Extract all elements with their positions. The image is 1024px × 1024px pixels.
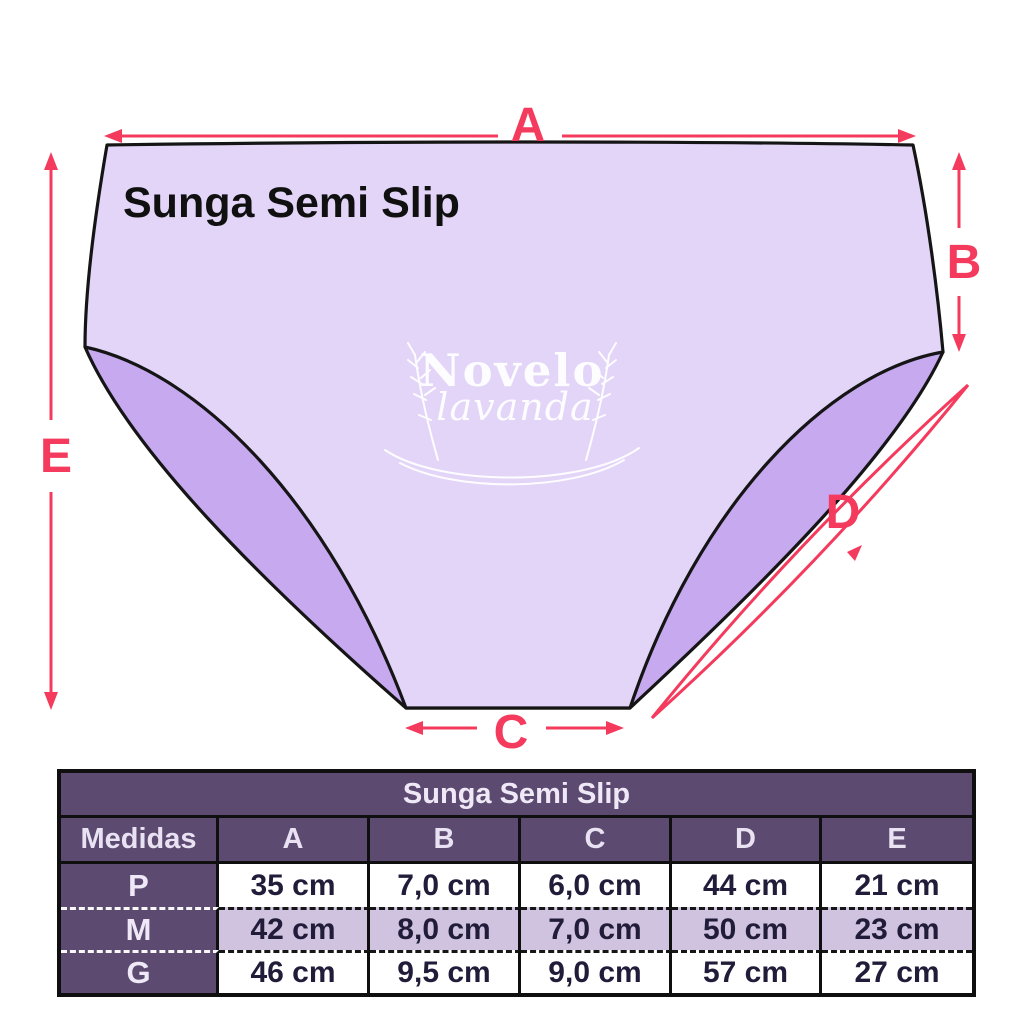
arrowhead-right-icon	[606, 721, 624, 735]
value-cell: 50 cm	[672, 907, 822, 950]
value-cell: 7,0 cm	[370, 864, 521, 907]
column-header-d: D	[672, 818, 822, 864]
value-cell: 9,0 cm	[521, 950, 672, 993]
table-row-m: M 42 cm 8,0 cm 7,0 cm 50 cm 23 cm	[61, 907, 973, 950]
column-header-medidas: Medidas	[61, 818, 219, 864]
table-title-row: Sunga Semi Slip	[61, 773, 973, 818]
measure-label-a: A	[511, 99, 546, 152]
garment-front-panel	[83, 140, 945, 710]
arrowhead-up-icon	[952, 152, 966, 170]
column-header-a: A	[219, 818, 370, 864]
measure-arrow-c: C	[405, 706, 624, 759]
value-cell: 7,0 cm	[521, 907, 672, 950]
arrowhead-down-icon	[952, 334, 966, 352]
garment-title: Sunga Semi Slip	[123, 179, 460, 227]
watermark-sub: lavanda	[436, 385, 593, 429]
measure-label-e: E	[40, 430, 72, 483]
table-row-p: P 35 cm 7,0 cm 6,0 cm 44 cm 21 cm	[61, 864, 973, 907]
value-cell: 21 cm	[822, 864, 973, 907]
value-cell: 42 cm	[219, 907, 370, 950]
value-cell: 9,5 cm	[370, 950, 521, 993]
arrowhead-up-icon	[44, 152, 58, 170]
value-cell: 57 cm	[672, 950, 822, 993]
value-cell: 8,0 cm	[370, 907, 521, 950]
measure-arrow-a: A	[104, 99, 916, 152]
value-cell: 27 cm	[822, 950, 973, 993]
arrowhead-diagonal-icon	[847, 545, 862, 561]
size-cell: P	[61, 864, 219, 907]
value-cell: 46 cm	[219, 950, 370, 993]
watermark: Novelo lavanda	[384, 342, 640, 486]
table-row-g: G 46 cm 9,5 cm 9,0 cm 57 cm 27 cm	[61, 950, 973, 993]
column-header-b: B	[370, 818, 521, 864]
column-header-e: E	[822, 818, 973, 864]
value-cell: 44 cm	[672, 864, 822, 907]
lavender-sprig-right-icon	[585, 342, 617, 461]
measure-label-c: C	[494, 706, 529, 759]
column-header-c: C	[521, 818, 672, 864]
arrowhead-left-icon	[104, 129, 122, 143]
table-title: Sunga Semi Slip	[61, 773, 973, 818]
size-table: Sunga Semi Slip Medidas A B C D E P 35 c…	[57, 769, 977, 997]
measure-arrow-b: B	[947, 152, 982, 352]
value-cell: 6,0 cm	[521, 864, 672, 907]
measure-label-d: D	[826, 486, 861, 539]
laurel-branch-icon	[384, 447, 640, 486]
size-cell: M	[61, 907, 219, 950]
table-header-row: Medidas A B C D E	[61, 818, 973, 864]
lavender-sprig-left-icon	[407, 342, 439, 461]
watermark-brand: Novelo	[419, 344, 604, 397]
value-cell: 23 cm	[822, 907, 973, 950]
arrowhead-left-icon	[405, 721, 423, 735]
garment-diagram: Sunga Semi Slip Novelo lavanda A B	[40, 99, 982, 759]
arrowhead-right-icon	[898, 129, 916, 143]
measure-label-b: B	[947, 236, 982, 289]
measure-arrow-e: E	[40, 152, 72, 710]
measure-arrow-d: D	[650, 383, 970, 720]
size-cell: G	[61, 950, 219, 993]
arrowhead-down-icon	[44, 692, 58, 710]
value-cell: 35 cm	[219, 864, 370, 907]
